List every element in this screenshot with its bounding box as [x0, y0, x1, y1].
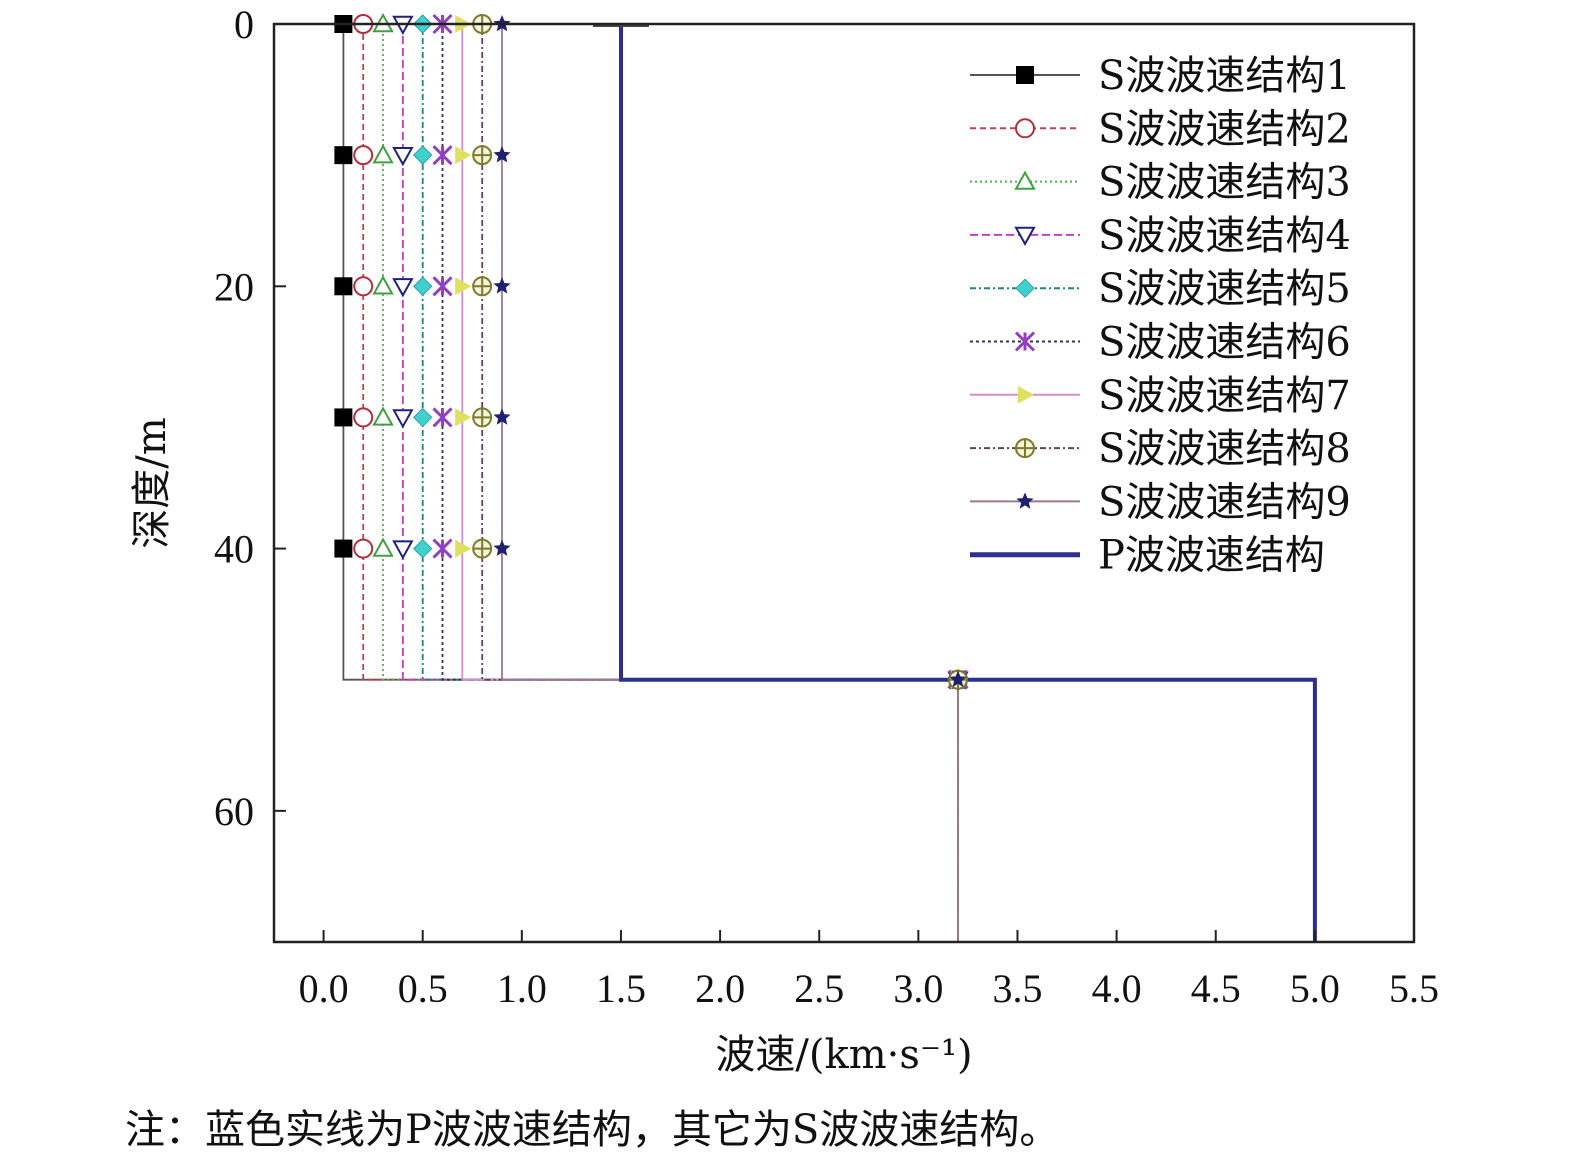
- data-point: [1015, 438, 1036, 459]
- legend-label: S波波速结构2: [1098, 106, 1351, 152]
- data-point: [412, 276, 433, 296]
- data-point: [1014, 226, 1036, 246]
- data-point: [334, 408, 353, 427]
- data-point: [1015, 278, 1035, 298]
- x-tick-label: 5.5: [1389, 966, 1439, 1011]
- data-point: [334, 146, 353, 165]
- x-tick-label: 3.0: [893, 966, 943, 1011]
- legend-label: S波波速结构9: [1098, 479, 1351, 525]
- data-point: [392, 146, 414, 167]
- x-tick-label: 1.5: [596, 966, 646, 1011]
- data-point: [1016, 66, 1034, 84]
- s-wave-line-4: [402, 24, 959, 942]
- x-tick-label: 2.5: [794, 966, 844, 1011]
- data-point: [455, 146, 472, 165]
- legend-label: S波波速结构3: [1098, 160, 1351, 206]
- data-point: [372, 537, 394, 557]
- data-point: [1017, 385, 1034, 404]
- s-wave-line-8: [481, 24, 959, 942]
- s-wave-line-6: [441, 24, 959, 942]
- data-point: [493, 146, 511, 163]
- s-wave-line-7: [461, 24, 959, 942]
- y-axis-title: 深度/m: [129, 417, 175, 548]
- data-point: [432, 145, 453, 166]
- data-point: [493, 539, 511, 556]
- data-point: [455, 277, 472, 296]
- data-point: [472, 276, 493, 297]
- data-point: [455, 408, 472, 427]
- x-tick-label: 4.0: [1092, 966, 1142, 1011]
- data-point: [493, 408, 511, 425]
- data-point: [372, 275, 394, 295]
- x-axis-title: 波速/(km·s⁻¹): [715, 1032, 972, 1078]
- s-wave-line-5: [421, 24, 959, 942]
- x-tick-label: 5.0: [1290, 966, 1340, 1011]
- legend: S波波速结构1 S波波速结构2 S波波速结构3 S波波速结构4 S波波速结构5 S波波速结…: [970, 53, 1351, 579]
- y-tick-label: 20: [214, 264, 254, 309]
- data-point: [472, 145, 493, 166]
- y-tick-label: 40: [214, 527, 254, 572]
- figure-note: 注：蓝色实线为P波波速结构，其它为S波波速结构。: [125, 1107, 1060, 1153]
- data-point: [1014, 170, 1036, 190]
- data-point: [412, 407, 433, 428]
- axis-layer: 0.0 0.5 1.0 1.5 2.0 2.5 3.0 3.5 4.0 4.5 5.0 5.5 0 20 4…: [214, 2, 1439, 1011]
- legend-label: P波波速结构: [1098, 533, 1325, 579]
- x-tick-label: 0.5: [398, 966, 448, 1011]
- data-point: [392, 409, 414, 429]
- data-point: [412, 538, 433, 559]
- data-point: [412, 145, 433, 165]
- x-tick-label: 4.5: [1191, 966, 1241, 1011]
- data-point: [472, 538, 493, 559]
- data-point: [334, 277, 353, 296]
- s-wave-line-3: [382, 24, 959, 942]
- legend-label: S波波速结构4: [1098, 213, 1351, 259]
- data-point: [353, 538, 374, 559]
- data-point: [432, 407, 453, 428]
- legend-label: S波波速结构1: [1098, 53, 1351, 99]
- legend-label: S波波速结构7: [1098, 373, 1351, 419]
- data-point: [353, 407, 374, 428]
- data-point: [392, 278, 414, 298]
- legend-label: S波波速结构6: [1098, 320, 1351, 366]
- data-point: [1015, 118, 1035, 139]
- legend-label: S波波速结构8: [1098, 426, 1351, 472]
- data-point: [353, 145, 374, 166]
- data-point: [353, 276, 374, 297]
- y-tick-label: 60: [214, 789, 254, 834]
- data-point: [949, 670, 967, 687]
- x-tick-label: 3.5: [992, 966, 1042, 1011]
- s-wave-line-9: [501, 24, 959, 942]
- x-tick-label: 0.0: [299, 966, 349, 1011]
- data-point: [493, 277, 511, 294]
- marker-layer: [334, 12, 969, 691]
- y-tick-label: 0: [234, 2, 254, 47]
- data-point: [432, 538, 453, 559]
- data-point: [455, 539, 472, 558]
- data-point: [472, 407, 493, 428]
- data-point: [372, 406, 394, 426]
- data-point: [372, 144, 394, 164]
- legend-label: S波波速结构5: [1098, 266, 1351, 312]
- plot-frame: [272, 22, 1416, 944]
- data-point: [1016, 492, 1034, 509]
- data-point: [392, 540, 414, 560]
- s-wave-line-2: [362, 24, 959, 942]
- data-point: [432, 276, 453, 297]
- x-tick-label: 2.0: [695, 966, 745, 1011]
- data-point: [1014, 331, 1036, 352]
- x-tick-label: 1.0: [497, 966, 547, 1011]
- data-point: [334, 539, 353, 558]
